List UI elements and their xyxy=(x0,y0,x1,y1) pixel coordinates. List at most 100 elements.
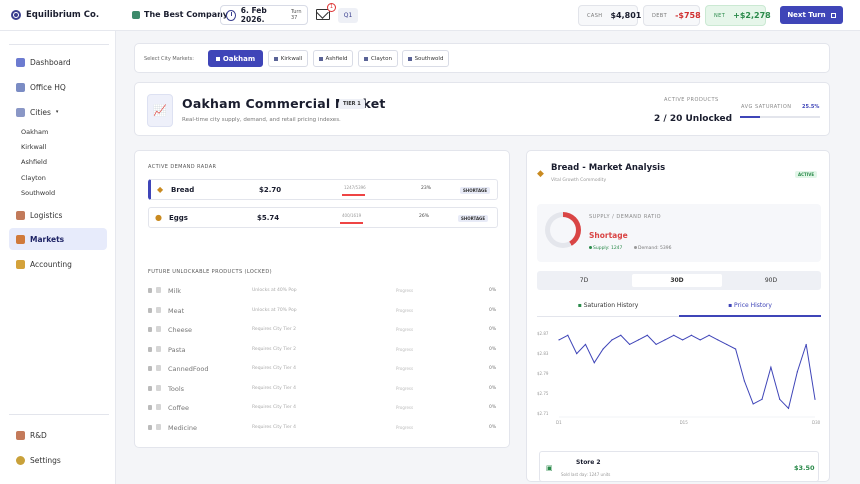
price-history-chart: $2.87 $2.83 $2.79 $2.75 $2.71 D1 D15 D30 xyxy=(535,327,825,427)
city-button-label: Clayton xyxy=(370,55,392,62)
analysis-title: Bread - Market Analysis xyxy=(551,163,666,173)
sidebar-label: Dashboard xyxy=(30,57,71,67)
city-icon xyxy=(318,56,323,61)
saturation-bar xyxy=(740,116,820,118)
price-point xyxy=(681,339,684,341)
product-name: Bread xyxy=(171,186,195,194)
product-icon xyxy=(156,365,161,371)
sidebar-item-cities[interactable]: Cities ▾ xyxy=(9,101,107,123)
product-icon xyxy=(156,423,161,430)
store-icon: ▣ xyxy=(546,464,553,472)
progress-label: Progress xyxy=(396,327,414,332)
debt-value: -$758 xyxy=(675,11,701,20)
sidebar-item-rnd[interactable]: R&D xyxy=(9,424,107,446)
city-button-southwold[interactable]: Southwold xyxy=(402,50,449,67)
product-icon xyxy=(156,306,161,313)
price-point xyxy=(620,334,622,336)
demand-row-bread[interactable]: ◆ Bread $2.70 1247/5396 23% SHORTAGE xyxy=(148,179,498,200)
city-button-ashfield[interactable]: Ashfield xyxy=(313,50,353,67)
price-point xyxy=(567,334,569,336)
status-badge: SHORTAGE xyxy=(458,215,489,222)
saturation-label: AVG SATURATION xyxy=(741,104,792,110)
ratio-status: Shortage xyxy=(589,231,628,240)
unlock-requirement: Requires City Tier 4 xyxy=(252,405,296,410)
period-30d[interactable]: 30D xyxy=(632,274,722,287)
price-series-line xyxy=(558,334,816,410)
sidebar-item-accounting[interactable]: Accounting xyxy=(9,253,107,275)
demand-row-eggs[interactable]: ● Eggs $5.74 400/1619 26% SHORTAGE xyxy=(148,207,498,228)
period-90d[interactable]: 90D xyxy=(764,277,778,284)
city-button-clayton[interactable]: Clayton xyxy=(358,50,398,67)
sidebar-city-ashfield[interactable]: Ashfield xyxy=(21,158,47,166)
tab-saturation-history[interactable]: ▪ Saturation History xyxy=(537,302,679,316)
store-sold: Sold last day: 1247 units xyxy=(561,472,611,477)
price-point xyxy=(814,398,816,400)
store-row[interactable]: ▣ Store 2 Sold last day: 1247 units $3.5… xyxy=(539,451,819,482)
lock-icon xyxy=(148,385,152,391)
price-point xyxy=(805,343,807,346)
progress-label: Progress xyxy=(396,307,414,313)
city-button-label: Southwold xyxy=(414,55,444,62)
office-icon xyxy=(16,82,25,92)
progress-percent: 0% xyxy=(489,366,497,371)
period-7d[interactable]: 7D xyxy=(579,277,589,284)
bread-icon: ◆ xyxy=(157,185,164,194)
next-turn-button[interactable]: Next Turn xyxy=(780,6,843,24)
unlock-requirement: Unlocks at 70% Pop xyxy=(252,307,297,313)
sidebar-city-southwold[interactable]: Southwold xyxy=(21,189,56,197)
tab-price-history[interactable]: ▪ Price History xyxy=(679,302,821,317)
price-point xyxy=(779,398,781,400)
city-select-label: Select City Markets: xyxy=(144,56,194,62)
price-point xyxy=(787,407,790,410)
mail-icon[interactable] xyxy=(316,9,330,20)
logo-icon xyxy=(11,10,21,20)
locked-product-row: Meat Unlocks at 70% Pop Progress 0% xyxy=(148,306,498,319)
locked-product-row: Medicine Requires City Tier 4 Progress 0% xyxy=(148,423,498,436)
demand-radar-panel: ACTIVE DEMAND RADAR ◆ Bread $2.70 1247/5… xyxy=(134,150,510,448)
sidebar-item-settings[interactable]: Settings xyxy=(9,449,107,471)
sidebar-item-dashboard[interactable]: Dashboard xyxy=(9,51,107,73)
city-button-kirkwall[interactable]: Kirkwall xyxy=(268,50,308,67)
product-name: Coffee xyxy=(168,404,189,412)
sidebar-city-clayton[interactable]: Clayton xyxy=(21,174,46,182)
price-point xyxy=(726,343,728,346)
sidebar-label: Cities xyxy=(30,107,51,117)
next-icon xyxy=(830,12,836,18)
company-selector[interactable]: The Best Company xyxy=(132,10,228,19)
price-point xyxy=(629,343,631,346)
price-point xyxy=(717,339,719,341)
price-icon: ▪ xyxy=(728,302,735,309)
price-point xyxy=(743,380,745,382)
sidebar-item-office[interactable]: Office HQ xyxy=(9,76,107,98)
sidebar-item-markets[interactable]: Markets xyxy=(9,228,107,250)
cash-label: CASH xyxy=(587,12,603,19)
sidebar-label: R&D xyxy=(30,430,47,440)
demand-text: Demand: 5396 xyxy=(638,246,672,251)
price-point xyxy=(602,348,604,350)
sidebar-city-oakham[interactable]: Oakham xyxy=(21,128,49,136)
debt-label: DEBT xyxy=(652,12,668,19)
product-name: CannedFood xyxy=(168,365,209,373)
city-button-oakham[interactable]: Oakham xyxy=(208,50,263,67)
top-bar: Equilibrium Co. The Best Company 6. Feb … xyxy=(0,0,860,31)
saturation-fill xyxy=(740,116,761,118)
price-point xyxy=(655,343,657,346)
turn-text: Turn 37 xyxy=(290,9,302,21)
cash-value: $4,801 xyxy=(610,11,642,20)
product-name: Pasta xyxy=(168,345,186,354)
tab-label: Saturation History xyxy=(583,302,639,309)
price-point xyxy=(611,339,613,341)
quarter-badge: Q1 xyxy=(338,8,358,23)
y-tick-label: $2.75 xyxy=(537,391,549,396)
progress-label: Progress xyxy=(396,405,414,410)
product-icon xyxy=(156,287,161,293)
progress-percent: 0% xyxy=(489,307,497,313)
chart-up-icon: 📈 xyxy=(147,94,173,127)
sidebar-city-kirkwall[interactable]: Kirkwall xyxy=(21,143,47,151)
progress-label: Progress xyxy=(396,288,414,293)
progress-percent: 0% xyxy=(489,405,497,410)
dashboard-icon xyxy=(16,57,25,67)
market-subtitle: Real-time city supply, demand, and retai… xyxy=(182,117,341,123)
price-point xyxy=(761,398,763,400)
sidebar-item-logistics[interactable]: Logistics xyxy=(9,204,107,226)
